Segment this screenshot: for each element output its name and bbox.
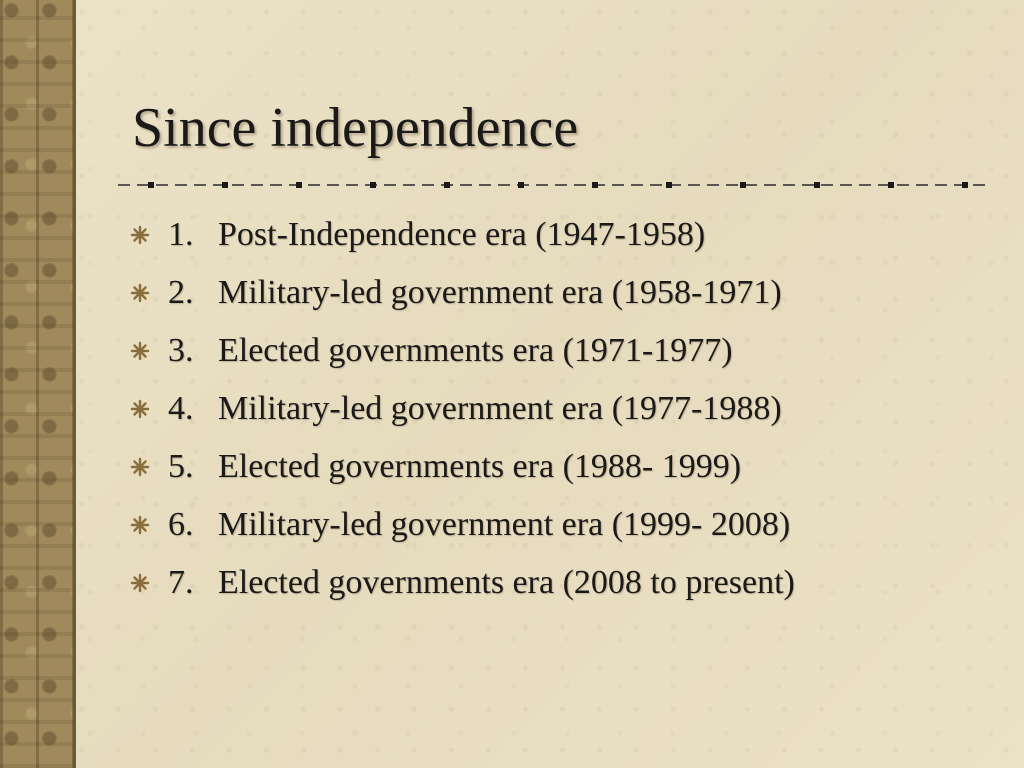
item-text: Post-Independence era (1947-1958) [218, 216, 706, 253]
list-item: 5. Elected governments era (1988- 1999) [130, 438, 795, 496]
list-item: 4. Military-led government era (1977-198… [130, 380, 795, 438]
list-item: 2. Military-led government era (1958-197… [130, 264, 795, 322]
asterisk-bullet-icon [130, 515, 150, 535]
item-number: 5. [168, 448, 194, 485]
list-item: 7. Elected governments era (2008 to pres… [130, 554, 795, 612]
decorative-side-strip [0, 0, 76, 768]
item-text: Elected governments era (1971-1977) [218, 332, 733, 369]
item-number: 6. [168, 506, 194, 543]
list-item: 1. Post-Independence era (1947-1958) [130, 206, 795, 264]
asterisk-bullet-icon [130, 225, 150, 245]
list-item: 6. Military-led government era (1999- 20… [130, 496, 795, 554]
slide-title: Since independence [132, 97, 579, 159]
asterisk-bullet-icon [130, 399, 150, 419]
item-number: 7. [168, 564, 194, 601]
asterisk-bullet-icon [130, 283, 150, 303]
item-text: Elected governments era (1988- 1999) [218, 448, 742, 485]
era-list: 1. Post-Independence era (1947-1958) 2. … [130, 206, 795, 612]
item-number: 1. [168, 216, 194, 253]
asterisk-bullet-icon [130, 573, 150, 593]
item-number: 4. [168, 390, 194, 427]
asterisk-bullet-icon [130, 457, 150, 477]
item-text: Military-led government era (1977-1988) [218, 390, 782, 427]
item-text: Military-led government era (1958-1971) [218, 274, 782, 311]
item-text: Military-led government era (1999- 2008) [218, 506, 791, 543]
list-item: 3. Elected governments era (1971-1977) [130, 322, 795, 380]
item-text: Elected governments era (2008 to present… [218, 564, 795, 601]
item-number: 3. [168, 332, 194, 369]
dashed-divider [118, 182, 992, 188]
asterisk-bullet-icon [130, 341, 150, 361]
item-number: 2. [168, 274, 194, 311]
